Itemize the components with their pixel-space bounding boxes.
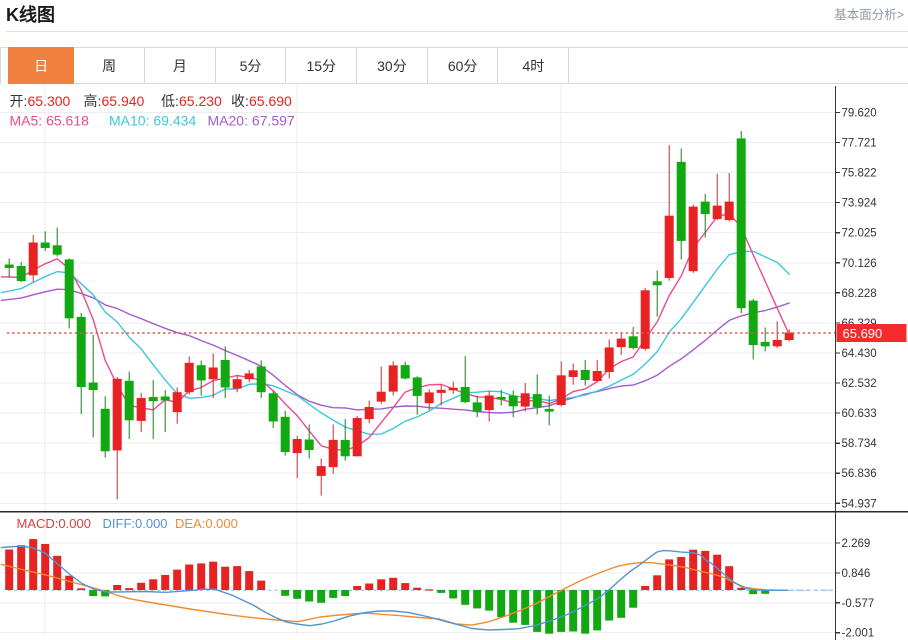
svg-text:低:: 低: (161, 93, 179, 109)
svg-text:79.620: 79.620 (842, 107, 877, 119)
svg-text:-0.577: -0.577 (842, 598, 875, 610)
svg-text:77.721: 77.721 (842, 138, 877, 150)
svg-text:DEA:0.000: DEA:0.000 (175, 516, 238, 531)
svg-text:65.940: 65.940 (102, 93, 145, 109)
svg-text:70.126: 70.126 (842, 258, 877, 270)
svg-text:72.025: 72.025 (842, 228, 877, 240)
svg-text:64.430: 64.430 (842, 348, 877, 360)
svg-text:58.734: 58.734 (842, 438, 878, 450)
svg-text:56.836: 56.836 (842, 468, 877, 480)
svg-text:MACD:0.000: MACD:0.000 (17, 516, 91, 531)
svg-text:62.532: 62.532 (842, 378, 877, 390)
svg-text:65.690: 65.690 (249, 93, 292, 109)
svg-text:收:: 收: (231, 93, 249, 109)
svg-text:DIFF:0.000: DIFF:0.000 (103, 516, 168, 531)
svg-text:65.300: 65.300 (28, 93, 71, 109)
svg-text:-2.001: -2.001 (842, 628, 875, 640)
svg-text:高:: 高: (84, 93, 102, 109)
svg-text:54.937: 54.937 (842, 498, 877, 510)
svg-text:60.633: 60.633 (842, 408, 877, 420)
svg-text:MA20: 67.597: MA20: 67.597 (208, 113, 295, 129)
svg-text:MA10: 69.434: MA10: 69.434 (109, 113, 196, 129)
svg-text:0.846: 0.846 (842, 568, 871, 580)
svg-text:开:: 开: (10, 93, 28, 109)
svg-text:2.269: 2.269 (842, 538, 871, 550)
svg-text:65.690: 65.690 (843, 326, 883, 341)
svg-text:68.228: 68.228 (842, 288, 877, 300)
svg-text:MA5: 65.618: MA5: 65.618 (10, 113, 90, 129)
svg-text:73.924: 73.924 (842, 198, 878, 210)
svg-text:65.230: 65.230 (179, 93, 222, 109)
svg-text:75.822: 75.822 (842, 168, 877, 180)
